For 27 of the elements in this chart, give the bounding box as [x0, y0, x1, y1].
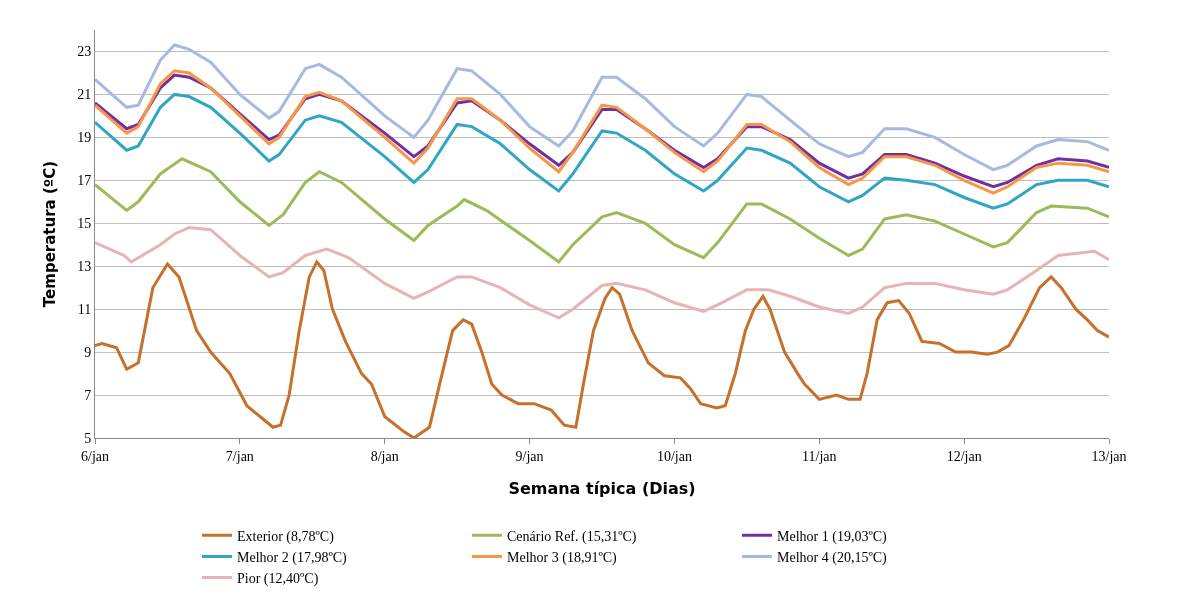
legend-label: Melhor 2 (17,98ºC)	[237, 549, 348, 566]
legend-label: Melhor 4 (20,15ºC)	[777, 549, 888, 566]
y-tick-label: 7	[84, 387, 92, 403]
x-tick-label: 13/jan	[1091, 448, 1127, 464]
y-tick-label: 13	[77, 259, 92, 275]
x-axis-title: Semana típica (Dias)	[508, 479, 696, 499]
y-tick-label: 9	[84, 345, 92, 361]
y-tick-label: 5	[84, 430, 92, 446]
y-tick-label: 11	[77, 302, 92, 318]
legend-label: Melhor 1 (19,03ºC)	[777, 528, 888, 545]
x-tick-label: 12/jan	[946, 448, 982, 464]
x-tick-label: 11/jan	[802, 448, 837, 464]
legend-label: Exterior (8,78ºC)	[237, 528, 335, 545]
y-tick-label: 15	[77, 216, 92, 232]
legend-label: Pior (12,40ºC)	[237, 571, 319, 588]
x-tick-label: 6/jan	[81, 448, 109, 464]
y-axis-title: Temperatura (ºC)	[41, 160, 59, 308]
y-tick-label: 19	[77, 130, 92, 146]
x-tick-label: 7/jan	[225, 448, 254, 464]
legend-label: Melhor 3 (18,91ºC)	[507, 549, 618, 566]
y-tick-label: 23	[77, 44, 92, 60]
y-tick-label: 21	[77, 87, 92, 103]
y-tick-label: 17	[77, 173, 92, 189]
x-tick-label: 10/jan	[656, 448, 692, 464]
legend-label: Cenário Ref. (15,31ºC)	[507, 528, 637, 545]
x-tick-label: 9/jan	[515, 448, 544, 464]
x-tick-label: 8/jan	[370, 448, 399, 464]
